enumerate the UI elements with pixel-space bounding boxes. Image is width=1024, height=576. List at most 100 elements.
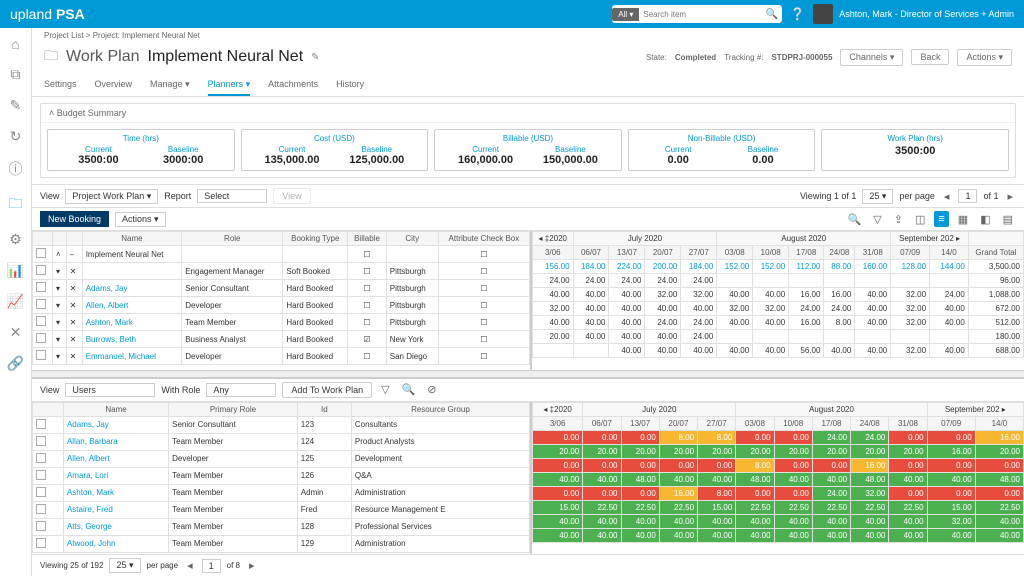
bot-left-table: NamePrimary RoleIdResource GroupAdams, J… — [32, 402, 530, 553]
user-link[interactable]: Amara, Lori — [63, 467, 168, 484]
scrollbar[interactable] — [32, 370, 1024, 378]
columns-icon[interactable]: ◧ — [977, 213, 993, 226]
edit-icon[interactable]: ✎ — [10, 97, 22, 114]
checkbox[interactable] — [36, 265, 46, 275]
user-link[interactable]: Astaire, Fred — [63, 501, 168, 518]
search-icon[interactable]: 🔍 — [845, 213, 865, 226]
search-scope[interactable]: All ▾ — [612, 8, 639, 21]
name-cell — [82, 263, 182, 280]
info-icon[interactable]: ⓘ — [9, 159, 23, 179]
tools-icon[interactable]: ✕ — [10, 324, 22, 341]
gear-icon[interactable]: ⚙ — [9, 231, 22, 248]
checkbox[interactable] — [36, 538, 46, 548]
role-label: With Role — [161, 385, 200, 395]
name-cell[interactable]: Emmanuel, Michael — [82, 348, 182, 365]
clear-icon[interactable]: ⊘ — [424, 383, 439, 396]
checkbox[interactable] — [36, 419, 46, 429]
view-select[interactable]: Project Work Plan ▾ — [65, 189, 158, 204]
add-to-workplan-button[interactable]: Add To Work Plan — [282, 382, 372, 398]
user-link[interactable]: Allen, Albert — [63, 450, 168, 467]
new-booking-button[interactable]: New Booking — [40, 211, 109, 227]
back-button[interactable]: Back — [911, 49, 949, 65]
checkbox[interactable] — [36, 248, 46, 258]
state-label: State: — [646, 53, 667, 62]
channels-button[interactable]: Channels ▾ — [840, 49, 903, 66]
page-prev-icon[interactable]: ◂ — [941, 190, 953, 203]
checkbox[interactable] — [36, 436, 46, 446]
page-input[interactable]: 1 — [958, 189, 977, 203]
search-icon[interactable]: 🔍 — [399, 383, 419, 396]
name-cell[interactable]: Adams, Jay — [82, 280, 182, 297]
pencil-icon[interactable]: ✎ — [311, 52, 319, 63]
home-icon[interactable]: ⌂ — [11, 36, 19, 52]
report-label: Report — [164, 191, 191, 201]
checkbox[interactable] — [36, 333, 46, 343]
work-plan-label: Work Plan — [66, 48, 140, 66]
checkbox[interactable] — [36, 453, 46, 463]
user-link[interactable]: Adams, Jay — [63, 416, 168, 433]
checkbox[interactable] — [36, 470, 46, 480]
project-name: Implement Neural Net — [148, 48, 304, 66]
name-cell[interactable]: Allen, Albert — [82, 297, 182, 314]
filter-icon[interactable]: ▽ — [378, 383, 392, 396]
actions-select[interactable]: Actions ▾ — [115, 212, 166, 227]
paging-bar: Viewing 25 of 192 25 ▾ per page ◂ 1 of 8… — [32, 554, 1024, 576]
user-name[interactable]: Ashton, Mark - Director of Services + Ad… — [839, 9, 1014, 19]
user-link[interactable]: Allan, Barbara — [63, 433, 168, 450]
tab-overview[interactable]: Overview — [95, 75, 133, 96]
user-link[interactable]: Atwood, John — [63, 535, 168, 552]
breadcrumb[interactable]: Project List > Project: Implement Neural… — [32, 28, 1024, 43]
refresh-icon[interactable]: ↻ — [10, 128, 22, 145]
viewing-text: Viewing 1 of 1 — [800, 191, 856, 201]
name-cell[interactable]: Burrows, Beth — [82, 331, 182, 348]
trend-icon[interactable]: 📈 — [7, 293, 24, 310]
tab-planners[interactable]: Planners ▾ — [208, 75, 251, 96]
top-left-table: NameRoleBooking TypeBillableCityAttribut… — [32, 231, 530, 365]
tab-attachments[interactable]: Attachments — [268, 75, 318, 96]
help-icon[interactable]: ❔ — [790, 7, 805, 21]
viewing-text: Viewing 25 of 192 — [40, 561, 103, 570]
checkbox[interactable] — [36, 521, 46, 531]
search-icon[interactable]: 🔍 — [762, 9, 782, 20]
page-next-icon[interactable]: ▸ — [1004, 190, 1016, 203]
folder-icon[interactable]: 🗀 — [9, 193, 23, 217]
list-icon[interactable]: ≡ — [934, 211, 948, 227]
more-icon[interactable]: ▤ — [1000, 213, 1016, 226]
user-link[interactable]: Ashton, Mark — [63, 484, 168, 501]
checkbox[interactable] — [36, 299, 46, 309]
role-select[interactable]: Any — [206, 383, 276, 397]
page-of: of 8 — [227, 561, 240, 570]
checkbox[interactable] — [36, 350, 46, 360]
page-prev-icon[interactable]: ◂ — [184, 559, 196, 572]
user-link[interactable]: Atts, George — [63, 518, 168, 535]
report-select[interactable]: Select — [197, 189, 267, 203]
link-icon[interactable]: 🔗 — [7, 355, 24, 372]
page-input[interactable]: 1 — [202, 559, 221, 573]
export-icon[interactable]: ⇪ — [891, 213, 906, 226]
avatar[interactable] — [813, 4, 833, 24]
view-label: View — [40, 191, 59, 201]
name-cell[interactable]: Ashton, Mark — [82, 314, 182, 331]
grid-icon[interactable]: ▦ — [955, 213, 971, 226]
checkbox[interactable] — [36, 504, 46, 514]
actions-button[interactable]: Actions ▾ — [957, 49, 1012, 66]
checkbox[interactable] — [36, 487, 46, 497]
search-input[interactable] — [639, 10, 761, 19]
perpage-select[interactable]: 25 ▾ — [109, 558, 140, 573]
chart-icon[interactable]: 📊 — [7, 262, 24, 279]
users-select[interactable]: Users — [65, 383, 155, 397]
panel-icon[interactable]: ◫ — [912, 213, 928, 226]
perpage-select[interactable]: 25 ▾ — [862, 189, 893, 204]
tab-manage[interactable]: Manage ▾ — [150, 75, 190, 96]
budget-header[interactable]: ˄ Budget Summary — [41, 104, 1015, 123]
copy-icon[interactable]: ⧉ — [11, 66, 21, 83]
checkbox[interactable] — [36, 282, 46, 292]
tab-history[interactable]: History — [336, 75, 364, 96]
search-box[interactable]: All ▾ 🔍 — [612, 5, 782, 23]
main: Project List > Project: Implement Neural… — [32, 28, 1024, 576]
page-next-icon[interactable]: ▸ — [246, 559, 258, 572]
tab-settings[interactable]: Settings — [44, 75, 77, 96]
filter-icon[interactable]: ▽ — [870, 213, 884, 226]
page-of: of 1 — [983, 191, 998, 201]
checkbox[interactable] — [36, 316, 46, 326]
